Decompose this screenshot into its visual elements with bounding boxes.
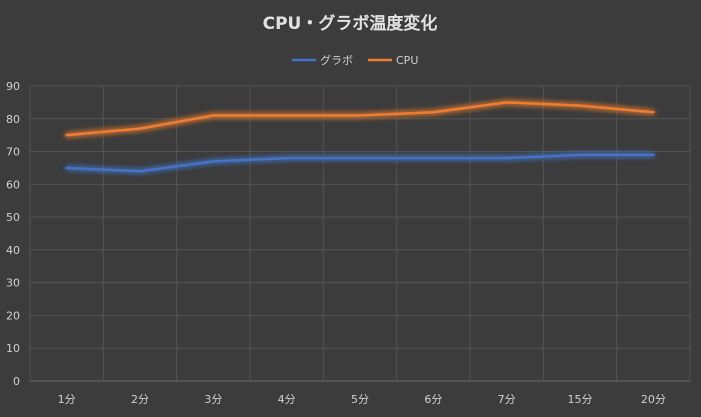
x-tick-label: 3分 [204, 393, 222, 406]
y-tick-label: 60 [6, 178, 20, 191]
y-axis-ticks: 0 10 20 30 40 50 60 70 80 90 [6, 80, 20, 388]
x-tick-label: 4分 [278, 393, 296, 406]
data-point [505, 101, 508, 104]
legend-label: グラボ [320, 53, 353, 67]
x-tick-label: 6分 [424, 393, 442, 406]
data-point [578, 104, 582, 107]
x-tick-label: 15分 [568, 393, 593, 406]
data-point [652, 153, 655, 157]
y-tick-label: 50 [6, 211, 20, 224]
data-point [358, 156, 362, 160]
data-point [138, 170, 142, 173]
y-tick-label: 90 [6, 80, 20, 93]
x-tick-label: 1分 [58, 393, 76, 406]
x-tick-label: 20分 [641, 393, 666, 406]
series-lines [65, 101, 655, 173]
data-point [578, 153, 582, 157]
y-tick-label: 20 [6, 309, 20, 322]
y-tick-label: 30 [6, 277, 20, 290]
data-point [285, 156, 288, 160]
y-tick-label: 70 [6, 146, 20, 159]
x-tick-label: 5分 [351, 393, 369, 406]
legend-label: CPU [396, 54, 418, 67]
chart-title: CPU・グラボ温度変化 [263, 13, 438, 34]
data-point [65, 166, 68, 170]
data-point [65, 133, 68, 137]
data-point [138, 127, 142, 130]
gridlines [29, 85, 691, 382]
data-point [358, 114, 362, 117]
data-point [212, 114, 215, 117]
data-point [505, 156, 508, 160]
data-point [432, 111, 435, 114]
legend: グラボ CPU [292, 53, 418, 67]
y-tick-label: 40 [6, 244, 20, 257]
x-tick-label: 7分 [498, 393, 516, 406]
y-tick-label: 0 [13, 375, 20, 388]
y-tick-label: 80 [6, 113, 20, 126]
data-point [652, 111, 655, 114]
data-point [432, 156, 435, 160]
data-point [212, 160, 215, 163]
x-axis-ticks: 1分 2分 3分 4分 5分 6分 7分 15分 20分 [58, 393, 666, 406]
x-tick-label: 2分 [131, 393, 149, 406]
data-point [285, 114, 288, 117]
y-tick-label: 10 [6, 342, 20, 355]
